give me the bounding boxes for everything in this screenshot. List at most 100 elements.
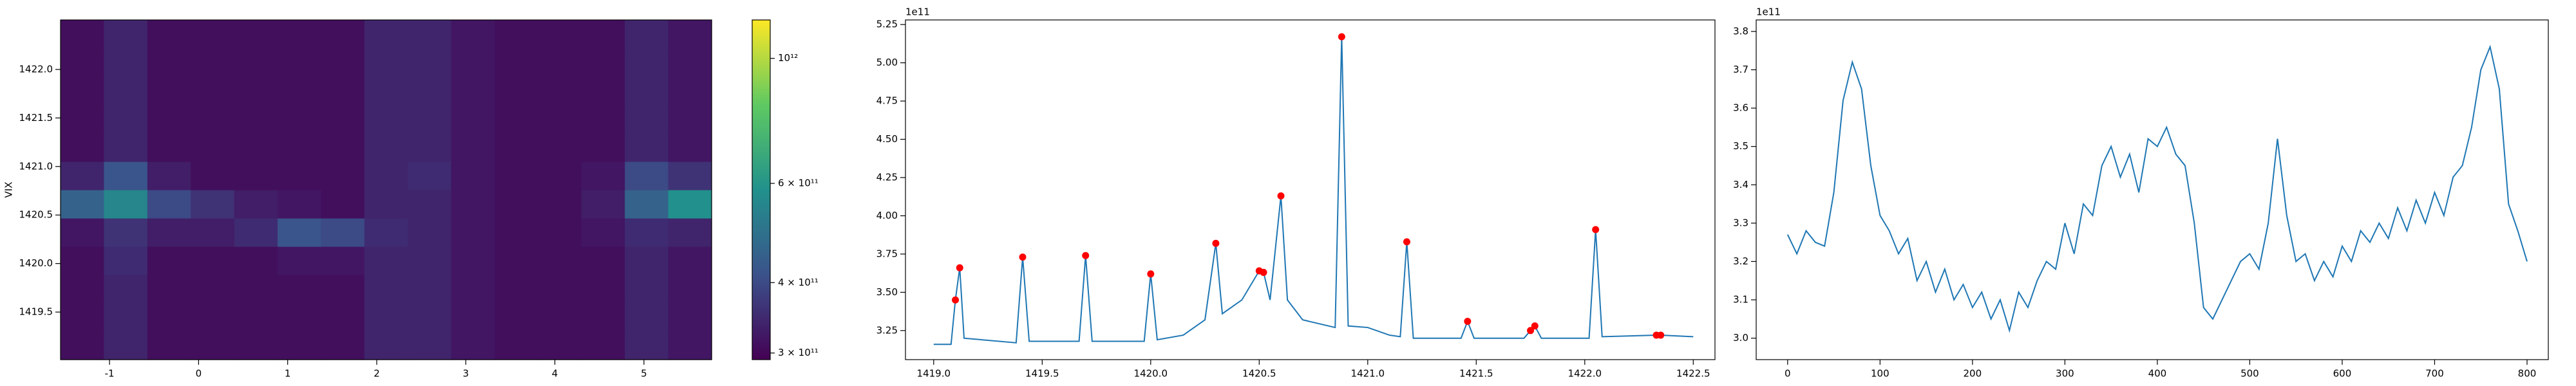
heatmap-cell	[61, 20, 104, 49]
heatmap-cell	[234, 331, 278, 360]
heatmap-cell	[538, 331, 582, 360]
y-tick-label: 1421.0	[19, 160, 53, 172]
heatmap-cell	[364, 190, 408, 219]
heatmap-cell	[668, 48, 712, 77]
y-tick-label: 4.25	[876, 171, 898, 183]
heatmap-cell	[104, 133, 148, 162]
heatmap-cell	[191, 161, 235, 190]
peak-marker	[1019, 253, 1027, 261]
x-tick-label: 0	[1785, 368, 1791, 380]
y-offset-label: 1e11	[905, 6, 930, 18]
peak-marker	[1403, 238, 1410, 246]
heatmap-cell	[234, 218, 278, 247]
heatmap-cell	[581, 331, 625, 360]
heatmap-cell	[321, 77, 365, 106]
heatmap-cell	[364, 218, 408, 247]
heatmap-cell	[321, 246, 365, 275]
heatmap-cell	[451, 246, 495, 275]
heatmap-cell	[191, 133, 235, 162]
heatmap-cell	[581, 77, 625, 106]
x-tick-label: 500	[2240, 368, 2259, 380]
axes-frame	[1756, 19, 2549, 360]
x-tick-label: 1420.5	[1242, 368, 1276, 380]
heatmap-cell	[278, 246, 321, 275]
heatmap-cell	[451, 190, 495, 219]
heatmap-cell	[61, 48, 104, 77]
heatmap-cell	[495, 105, 538, 134]
heatmap-cell	[191, 48, 235, 77]
y-tick-label: 3.25	[876, 324, 898, 336]
heatmap-cell	[234, 48, 278, 77]
heatmap-cell	[451, 161, 495, 190]
heatmap-cell	[61, 331, 104, 360]
x-tick-label: 0	[196, 368, 202, 380]
y-offset-label: 1e11	[1756, 6, 1781, 18]
x-tick-label: 3	[463, 368, 469, 380]
heatmap-cell	[538, 105, 582, 134]
heatmap-cell	[538, 20, 582, 49]
heatmap-cell	[538, 275, 582, 304]
heatmap-cell	[321, 275, 365, 304]
heatmap-cell	[147, 331, 191, 360]
x-tick-label: 300	[2056, 368, 2074, 380]
colorbar-tick-label: 4 × 10¹¹	[778, 277, 819, 288]
heatmap-cell	[321, 161, 365, 190]
y-tick-label: 1422.0	[19, 63, 53, 75]
heatmap-cell	[625, 20, 669, 49]
x-tick-label: 1421.0	[1351, 368, 1385, 380]
peak-marker	[1082, 252, 1090, 259]
heatmap-cell	[147, 20, 191, 49]
heatmap-cell	[495, 77, 538, 106]
heatmap-cell	[278, 190, 321, 219]
y-tick-label: 1421.5	[19, 112, 53, 124]
heatmap-cell	[61, 77, 104, 106]
heatmap-cell	[668, 275, 712, 304]
y-tick-label: 3.50	[876, 286, 898, 298]
heatmap-cell	[147, 190, 191, 219]
heatmap-cell	[234, 246, 278, 275]
heatmap-cell	[495, 275, 538, 304]
heatmap-cell	[408, 331, 452, 360]
heatmap-cell	[581, 190, 625, 219]
heatmap-cell	[408, 303, 452, 332]
heatmap-cell	[451, 48, 495, 77]
heatmap-cell	[668, 105, 712, 134]
heatmap-cell	[321, 48, 365, 77]
y-tick-label: 3.6	[1733, 102, 1748, 114]
x-tick-label: 200	[1964, 368, 1982, 380]
heatmap-cell	[581, 133, 625, 162]
heatmap-cell	[538, 303, 582, 332]
heatmap-cell	[364, 133, 408, 162]
heatmap-cell	[234, 77, 278, 106]
heatmap-cell	[278, 20, 321, 49]
heatmap-cell	[278, 77, 321, 106]
heatmap-cell	[538, 190, 582, 219]
heatmap-cell	[625, 331, 669, 360]
heatmap-cell	[147, 48, 191, 77]
heatmap-cell	[147, 105, 191, 134]
heatmap-cell	[538, 48, 582, 77]
y-tick-label: 1419.5	[19, 306, 53, 318]
peak-marker	[1277, 192, 1285, 200]
axes-frame	[905, 19, 1716, 360]
heatmap-cell	[234, 133, 278, 162]
x-tick-label: 800	[2518, 368, 2537, 380]
heatmap-cell	[581, 48, 625, 77]
y-tick-label: 3.5	[1733, 140, 1748, 152]
heatmap-cell	[364, 275, 408, 304]
heatmap-cell	[364, 20, 408, 49]
heatmap-cell	[408, 77, 452, 106]
heatmap-cell	[451, 275, 495, 304]
heatmap-cell	[61, 190, 104, 219]
heatmap-cell	[625, 218, 669, 247]
heatmap-cell	[147, 218, 191, 247]
heatmap-cell	[364, 105, 408, 134]
x-tick-label: 1422.0	[1568, 368, 1602, 380]
x-tick-label: 1420.0	[1134, 368, 1168, 380]
heatmap-cell	[61, 105, 104, 134]
heatmap-cell	[191, 20, 235, 49]
heatmap-cell	[668, 331, 712, 360]
heatmap-cell	[451, 20, 495, 49]
heatmap-cell	[538, 161, 582, 190]
x-tick-label: 1419.0	[917, 368, 951, 380]
